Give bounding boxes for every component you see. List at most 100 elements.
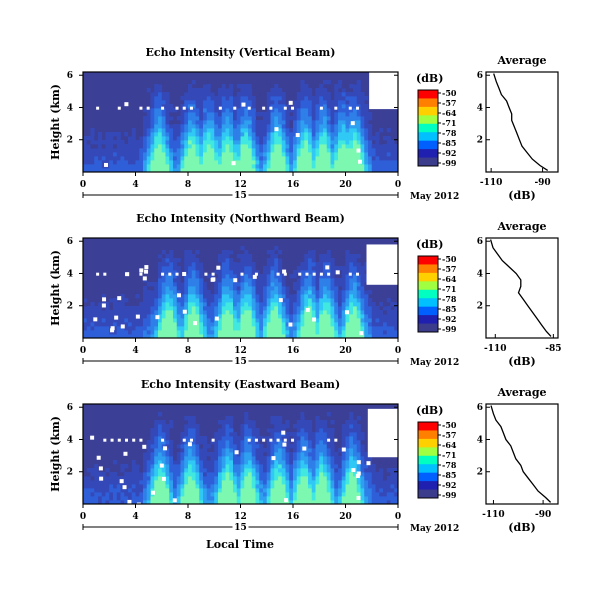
heatmap-cell [274,334,279,339]
heatmap-cell [124,488,129,493]
heatmap-cell [360,136,365,141]
heatmap-cell [255,156,260,161]
heatmap-cell [326,318,331,323]
heatmap-cell [274,112,279,117]
heatmap-cell [83,484,88,489]
heatmap-cell [379,164,384,169]
heatmap-cell [124,306,129,311]
heatmap-cell [315,140,320,145]
heatmap-cell [345,116,350,121]
heatmap-cell [94,144,99,149]
heatmap-cell [191,310,196,315]
heatmap-cell [210,136,215,141]
heatmap-cell [221,140,226,145]
heatmap-cell [233,436,238,441]
heatmap-cell [360,302,365,307]
heatmap-cell-missing [139,438,143,442]
heatmap-cell [248,480,253,485]
heatmap-cell [285,298,290,303]
heatmap-cell [263,306,268,311]
heatmap-cell [184,306,189,311]
heatmap-cell [300,468,305,473]
heatmap-cell [263,270,268,275]
panel-0: Echo Intensity (Vertical Beam)642Height … [49,46,559,202]
heatmap-cell [323,262,328,267]
heatmap-cell [304,298,309,303]
heatmap-cell [210,258,215,263]
heatmap-cell [323,140,328,145]
heatmap-missing-patch [369,72,398,110]
heatmap-cell [218,168,223,173]
heatmap-cell [206,140,211,145]
heatmap-cell [293,124,298,129]
heatmap-cell [319,306,324,311]
heatmap-cell [225,112,230,117]
heatmap-cell [158,330,163,335]
heatmap-cell [154,164,159,169]
heatmap-cell [248,262,253,267]
heatmap-cell [214,116,219,121]
heatmap-cell [191,120,196,125]
heatmap-cell [296,294,301,299]
heatmap-cell [180,140,185,145]
colorbar-tick-label: -64 [442,108,457,118]
heatmap-cell [206,298,211,303]
heatmap-cell [98,330,103,335]
heatmap-cell [225,108,230,113]
heatmap-cells [83,72,399,173]
heatmap-cell [285,472,290,477]
heatmap-cell [274,432,279,437]
heatmap-cell [236,96,241,101]
heatmap-cell [210,132,215,137]
heatmap-cell [266,124,271,129]
heatmap-cell [255,282,260,287]
heatmap-cell [300,156,305,161]
heatmap-cell [259,128,264,133]
heatmap-cell [154,476,159,481]
heatmap-cell [251,84,256,89]
heatmap-cell [319,100,324,105]
heatmap-cell [131,500,136,505]
heatmap-cell [176,334,181,339]
heatmap-cell [113,298,118,303]
heatmap-cell [315,420,320,425]
heatmap-cell [319,318,324,323]
heatmap-cell [270,448,275,453]
heatmap-cell [330,120,335,125]
heatmap-cell [334,286,339,291]
heatmap-cell [353,302,358,307]
heatmap-cell-missing [90,435,95,440]
heatmap-cell [221,322,226,327]
heatmap-cell [334,330,339,335]
heatmap-cell-missing [327,272,331,276]
heatmap-cell [229,282,234,287]
heatmap-cell [353,168,358,173]
heatmap-cell [218,420,223,425]
heatmap-cell [143,330,148,335]
heatmap-cell [319,460,324,465]
heatmap-cell-missing [216,265,221,270]
heatmap-cell [349,432,354,437]
heatmap-cell [371,472,376,477]
heatmap-cell [281,488,286,493]
heatmap-cell [334,112,339,117]
heatmap-cell [169,112,174,117]
heatmap-cell [225,334,230,339]
heatmap-cell [296,116,301,121]
heatmap-cell [368,144,373,149]
heatmap-cell [225,120,230,125]
colorbar-tick-label: -85 [442,138,456,148]
heatmap-cell [244,104,249,109]
heatmap-cell [188,108,193,113]
heatmap-cell [150,310,155,315]
heatmap-cell [330,314,335,319]
heatmap-cell [195,108,200,113]
heatmap-cell [188,468,193,473]
heatmap-cell [165,310,170,315]
heatmap-cell [229,484,234,489]
heatmap-cell [86,156,91,161]
heatmap-cell [240,96,245,101]
heatmap-cell [161,152,166,157]
heatmap-cell [210,452,215,457]
heatmap-cell [308,274,313,279]
